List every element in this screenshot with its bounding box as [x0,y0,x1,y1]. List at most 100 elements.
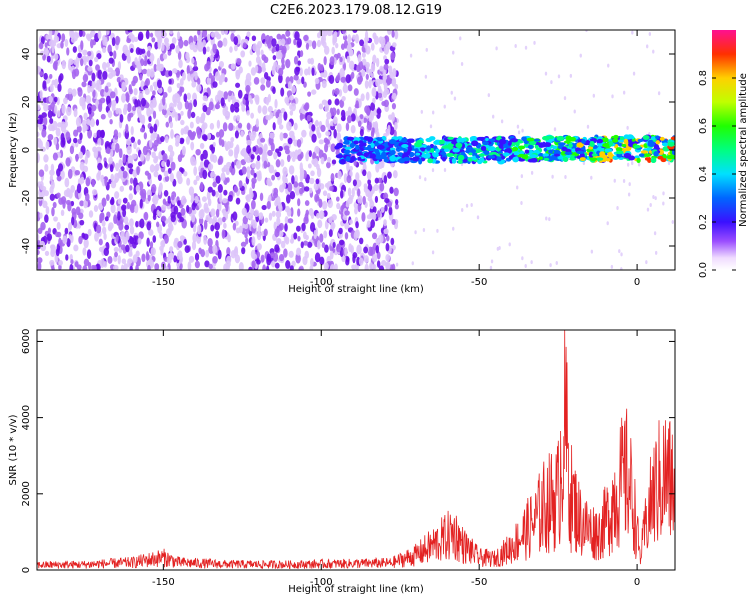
spectrogram-noise-cell [163,234,169,244]
spectrogram-noise-cell [282,173,287,183]
spectrogram-noise-cell [254,94,260,103]
spectrogram-noise-cell [65,157,71,167]
spectrogram-signal-cell [655,135,660,140]
spectrogram-noise-cell [385,261,391,270]
spectrogram-noise-cell [95,224,102,234]
spectrogram-noise-cell [373,35,379,45]
spectrogram-noise-cell [252,146,257,153]
spectrogram-noise-cell [101,220,106,227]
spectrogram-noise-cell [194,260,200,269]
spectrogram-noise-cell [286,154,291,163]
spectrogram-noise-cell [128,84,132,93]
spectrogram-noise-cell [217,40,223,48]
spectrogram-noise-cell [304,68,309,76]
spectrogram-noise-cell [327,199,333,209]
spectrogram-noise-cell [293,122,298,131]
spectrogram-noise-cell [168,70,173,77]
spectrogram-noise-cell [137,111,142,119]
spectrogram-noise-cell [101,197,107,207]
spectrogram-noise-cell [302,231,307,240]
spectrogram-noise-cell [147,172,152,180]
spectrogram-x-axis-label: Height of straight line (km) [288,284,424,295]
spectrogram-noise-cell [73,129,79,137]
spectrogram-noise-cell [329,56,335,66]
spectrogram-noise-cell [85,177,91,187]
spectrogram-noise-cell [331,213,337,221]
spectrogram-noise-cell [305,151,309,162]
spectrogram-noise-cell [57,163,64,172]
spectrogram-noise-cell [157,86,163,94]
spectrogram-noise-cell [249,187,253,196]
spectrogram-noise-cell [234,130,239,139]
spectrogram-faint-cell [489,265,493,270]
spectrogram-noise-cell [391,42,397,48]
spectrogram-signal-cell [414,148,419,153]
spectrogram-noise-cell [274,98,278,109]
spectrogram-signal-cell [507,140,512,146]
spectrogram-noise-cell [237,89,243,99]
spectrogram-noise-cell [255,118,259,128]
spectrogram-noise-cell [70,30,75,39]
spectrogram-noise-cell [260,77,266,85]
spectrogram-noise-cell [294,66,300,76]
spectrogram-signal-cell [471,155,477,161]
spectrogram-signal-cell [623,152,632,159]
spectrogram-noise-cell [110,196,115,205]
spectrogram-noise-cell [357,194,363,205]
spectrogram-noise-cell [39,212,43,219]
spectrogram-noise-cell [309,187,313,194]
spectrogram-noise-cell [180,195,187,206]
spectrogram-noise-cell [170,161,176,171]
spectrogram-signal-cell [613,134,619,140]
spectrogram-noise-cell [177,154,183,163]
spectrogram-noise-cell [380,42,385,49]
spectrogram-noise-cell [262,150,268,160]
spectrogram-noise-cell [276,216,281,226]
spectrogram-noise-cell [198,209,204,220]
spectrogram-noise-cell [167,195,171,204]
spectrogram-signal-cell [661,142,669,147]
spectrogram-noise-cell [73,137,78,144]
spectrogram-noise-cell [225,202,229,212]
spectrogram-noise-cell [359,129,364,137]
spectrogram-noise-cell [91,178,96,188]
spectrogram-noise-cell [289,238,294,244]
spectrogram-noise-cell [254,64,259,73]
spectrogram-noise-cell [285,194,291,204]
spectrogram-noise-cell [384,58,390,65]
spectrogram-noise-cell [391,78,397,87]
spectrogram-noise-cell [49,174,54,182]
spectrogram-noise-cell [282,132,288,139]
spectrogram-noise-cell [167,167,172,175]
spectrogram-noise-cell [280,159,285,167]
spectrogram-noise-cell [370,42,375,51]
spectrogram-noise-cell [85,33,91,40]
spectrogram-noise-cell [170,129,174,139]
spectrogram-noise-cell [137,139,141,146]
spectrogram-signal-cell [343,149,351,154]
spectrogram-signal-cell [604,148,613,153]
spectrogram-noise-cell [339,56,343,63]
spectrogram-noise-cell [83,57,87,66]
spectrogram-signal-cell [502,152,510,157]
spectrogram-signal-cell [526,137,535,142]
spectrogram-noise-cell [383,63,389,71]
spectrogram-noise-cell [356,179,362,188]
spectrogram-noise-cell [196,126,201,135]
spectrogram-noise-cell [228,122,234,132]
spectrogram-noise-cell [235,197,241,205]
spectrogram-signal-cell [551,145,558,150]
spectrogram-signal-cell [376,144,385,150]
spectrogram-faint-cell [622,90,626,95]
spectrogram-noise-cell [305,42,310,50]
spectrogram-noise-cell [355,221,359,229]
spectrogram-noise-cell [123,216,129,224]
spectrogram-noise-cell [104,176,108,187]
spectrogram-noise-cell [149,32,154,38]
spectrogram-noise-cell [63,97,68,105]
spectrogram-faint-cell [514,44,517,49]
spectrogram-noise-cell [158,103,162,112]
spectrogram-signal-cell [538,142,545,148]
spectrogram-noise-cell [311,89,317,95]
spectrogram-noise-cell [369,200,375,210]
